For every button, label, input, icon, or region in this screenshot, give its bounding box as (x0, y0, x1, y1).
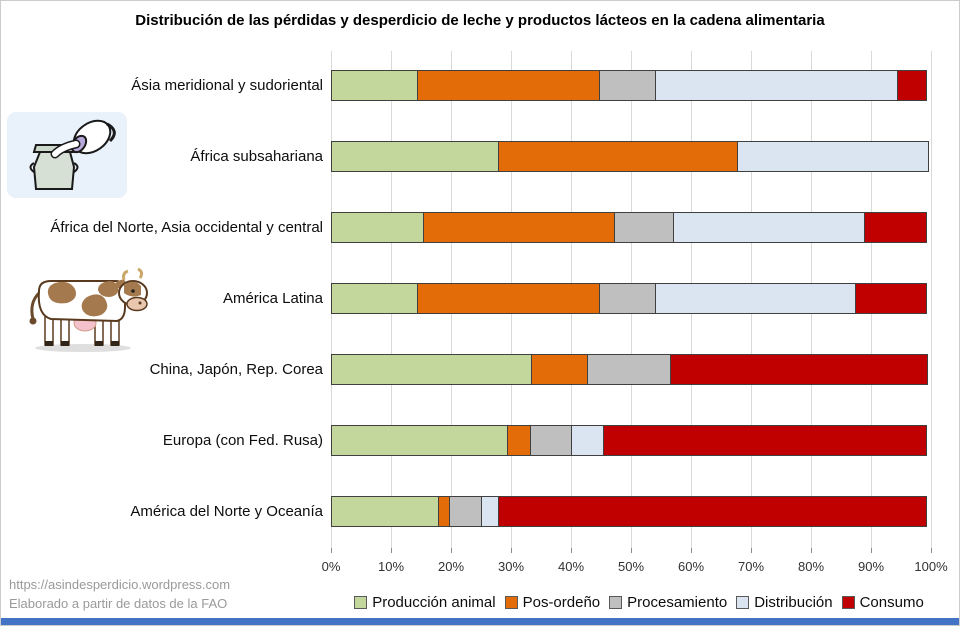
bar-segment (530, 425, 572, 456)
bar-segment (655, 70, 898, 101)
x-axis-tick (631, 548, 632, 553)
bar-row (331, 496, 931, 527)
bar-segment (603, 425, 927, 456)
bar-segment (331, 354, 532, 385)
bar-row (331, 354, 931, 385)
legend-swatch-icon (736, 595, 750, 609)
bar-segment (417, 283, 600, 314)
bar-segment (655, 283, 856, 314)
bar-segment (864, 212, 927, 243)
category-label: África subsahariana (190, 148, 323, 165)
category-label: América del Norte y Oceanía (130, 503, 323, 520)
bar-segment (481, 496, 499, 527)
x-axis-tick-label: 50% (617, 559, 645, 574)
cow-icon (29, 267, 148, 352)
x-axis-tick-label: 10% (377, 559, 405, 574)
legend-item: Producción animal (354, 593, 496, 611)
bar-segment (599, 283, 656, 314)
x-axis-tick (871, 548, 872, 553)
x-axis-tick (811, 548, 812, 553)
bar-segment (507, 425, 531, 456)
legend-label: Procesamiento (627, 593, 728, 611)
category-label: Ásia meridional y sudoriental (131, 77, 323, 94)
bar-segment (423, 212, 615, 243)
bar-segment (571, 425, 604, 456)
bar-segment (498, 141, 738, 172)
bar-segment (331, 70, 418, 101)
legend-swatch-icon (609, 595, 623, 609)
bar-segment (670, 354, 928, 385)
bar-segment (599, 70, 656, 101)
source-url-text: https://asindesperdicio.wordpress.com (9, 577, 231, 592)
bar-segment (498, 496, 927, 527)
legend-swatch-icon (841, 595, 855, 609)
bar-segment (449, 496, 482, 527)
bar-segment (897, 70, 927, 101)
x-axis-tick-label: 40% (557, 559, 585, 574)
bar-segment (587, 354, 671, 385)
bar-row (331, 283, 931, 314)
bar-segment (331, 141, 499, 172)
legend-item: Procesamiento (609, 594, 727, 611)
legend: Producción animal Pos-ordeño Procesamiento… (317, 590, 959, 614)
category-labels: Ásia meridional y sudoriental África subs… (1, 51, 323, 548)
x-axis-tick (931, 548, 932, 553)
plot-area (331, 51, 932, 548)
x-axis-tick-label: 80% (797, 559, 825, 574)
x-axis-tick (391, 548, 392, 553)
chart-title: Distribución de las pérdidas y desperdic… (135, 12, 825, 29)
bar-segment (331, 496, 439, 527)
x-axis-tick-label: 70% (737, 559, 765, 574)
milk-jug-pouring-icon (7, 112, 127, 198)
legend-label: Consumo (859, 593, 924, 611)
bar-segment (855, 283, 927, 314)
legend-item: Consumo (841, 593, 924, 611)
bar-row (331, 425, 931, 456)
legend-swatch-icon (354, 595, 368, 609)
category-label: Europa (con Fed. Rusa) (162, 432, 323, 449)
category-label: China, Japón, Rep. Corea (149, 361, 323, 378)
legend-swatch-icon (504, 595, 518, 609)
bar-segment (331, 425, 508, 456)
source-attribution-text: Elaborado a partir de datos de la FAO (9, 596, 228, 611)
x-axis-ticks (331, 548, 932, 554)
bar-segment (417, 70, 600, 101)
gridline (931, 51, 932, 548)
x-axis-tick (511, 548, 512, 553)
x-axis-tick (451, 548, 452, 553)
legend-label: Distribución (754, 593, 833, 611)
x-axis-tick (751, 548, 752, 553)
bar-segment (673, 212, 865, 243)
legend-label: Producción animal (372, 593, 496, 611)
legend-item: Distribución (736, 593, 833, 611)
x-axis-tick (331, 548, 332, 553)
x-axis-tick (571, 548, 572, 553)
bar-segment (614, 212, 674, 243)
bar-segment (531, 354, 588, 385)
legend-item: Pos-ordeño (504, 593, 601, 611)
category-label: América Latina (222, 290, 323, 307)
x-axis-tick-label: 30% (497, 559, 525, 574)
bar-row (331, 141, 931, 172)
bar-segment (331, 212, 424, 243)
legend-label: Pos-ordeño (522, 593, 601, 611)
x-axis-labels: 0% 10% 20% 30% 40% 50% 60% 70% 80% 90% 100% (322, 559, 948, 575)
x-axis-tick-label: 0% (321, 559, 341, 574)
bar-segment (331, 283, 418, 314)
x-axis-tick-label: 20% (437, 559, 465, 574)
x-axis-tick-label: 60% (677, 559, 705, 574)
bottom-accent-strip (1, 618, 959, 625)
x-axis-tick (691, 548, 692, 553)
bar-row (331, 212, 931, 243)
bar-row (331, 70, 931, 101)
bar-segment (737, 141, 929, 172)
x-axis-tick-label: 90% (857, 559, 885, 574)
x-axis-tick-label: 100% (914, 559, 948, 574)
category-label: África del Norte, Asia occidental y cent… (50, 219, 323, 236)
